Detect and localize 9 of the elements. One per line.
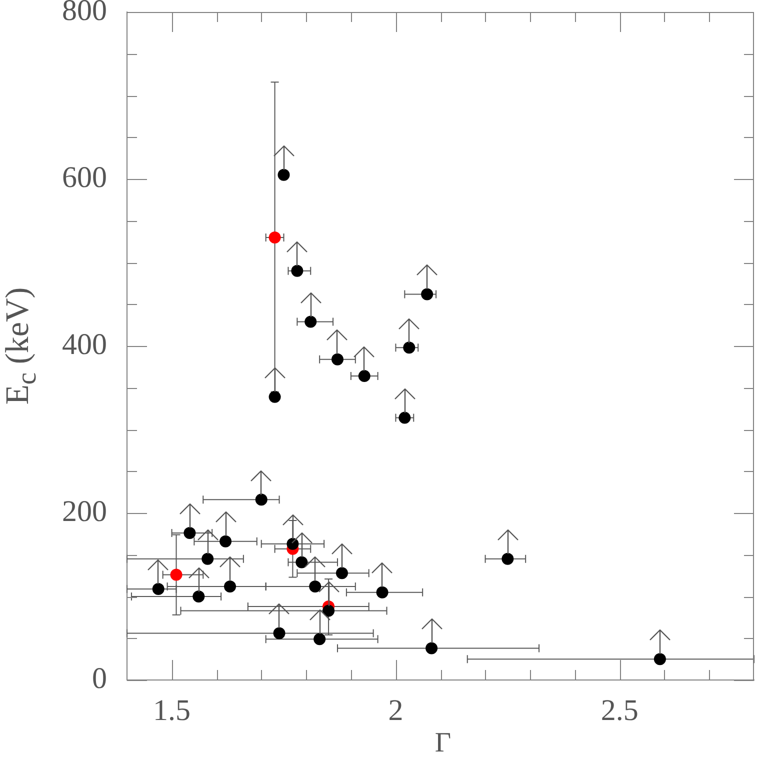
y-tick-label: 200 — [62, 494, 107, 528]
x-tick-label: 2.5 — [600, 694, 638, 727]
y-tick-label: 0 — [92, 662, 107, 695]
x-axis-title: Γ — [434, 728, 452, 757]
x-tick-label: 2 — [388, 694, 404, 727]
y-tick-label: 600 — [62, 160, 107, 194]
y-tick-label: 800 — [62, 0, 107, 27]
x-tick-label: 1.5 — [153, 694, 191, 727]
y-tick-label: 400 — [62, 328, 107, 361]
